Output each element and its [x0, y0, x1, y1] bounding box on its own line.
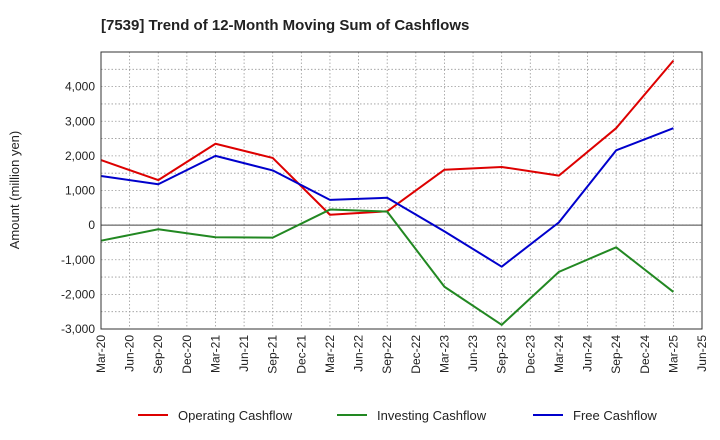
y-tick-label: 4,000	[65, 80, 95, 94]
legend-label-investing-cashflow: Investing Cashflow	[377, 408, 487, 423]
x-tick-label: Jun-25	[695, 335, 709, 372]
y-tick-labels: -3,000 -2,000 -1,000 0 1,000 2,000 3,000 4,000	[61, 80, 95, 336]
x-tick-label: Mar-22	[323, 335, 337, 373]
y-tick-label: -2,000	[61, 287, 95, 301]
y-tick-label: 3,000	[65, 114, 95, 128]
x-tick-label: Sep-21	[266, 335, 280, 374]
x-tick-label: Dec-23	[523, 335, 537, 374]
plot-area	[101, 52, 702, 329]
legend-label-free-cashflow: Free Cashflow	[573, 408, 657, 423]
series-line-free-cashflow	[100, 127, 674, 268]
x-tick-label: Sep-23	[495, 335, 509, 374]
x-tick-label: Mar-23	[437, 335, 451, 373]
x-tick-label: Sep-24	[609, 335, 623, 374]
x-tick-label: Sep-20	[151, 335, 165, 374]
y-tick-label: 2,000	[65, 149, 95, 163]
legend-label-operating-cashflow: Operating Cashflow	[178, 408, 293, 423]
x-tick-label: Mar-24	[552, 335, 566, 373]
x-tick-labels: Mar-20 Jun-20 Sep-20 Dec-20 Mar-21 Jun-21 Sep-…	[94, 335, 709, 374]
chart-title: [7539] Trend of 12-Month Moving Sum of C…	[101, 17, 469, 34]
x-tick-label: Mar-21	[208, 335, 222, 373]
series-line-investing-cashflow	[100, 208, 674, 326]
y-axis-label: Amount (million yen)	[7, 131, 22, 250]
x-tick-label: Dec-20	[180, 335, 194, 374]
legend: Operating Cashflow Investing Cashflow Free…	[138, 408, 657, 423]
y-tick-label: -3,000	[61, 322, 95, 336]
series-lines	[100, 60, 675, 326]
x-tick-label: Dec-24	[638, 335, 652, 374]
x-tick-label: Mar-20	[94, 335, 108, 373]
x-tick-label: Mar-25	[666, 335, 680, 373]
y-tick-label: -1,000	[61, 253, 95, 267]
x-tick-label: Jun-24	[581, 335, 595, 372]
y-tick-label: 0	[88, 218, 95, 232]
x-tick-label: Jun-22	[352, 335, 366, 372]
plot-frame	[100, 51, 703, 330]
x-tick-label: Jun-21	[237, 335, 251, 372]
x-tick-label: Sep-22	[380, 335, 394, 374]
x-tick-label: Jun-23	[466, 335, 480, 372]
x-tick-label: Dec-22	[409, 335, 423, 374]
x-tick-label: Dec-21	[294, 335, 308, 374]
y-tick-label: 1,000	[65, 184, 95, 198]
x-tick-label: Jun-20	[123, 335, 137, 372]
